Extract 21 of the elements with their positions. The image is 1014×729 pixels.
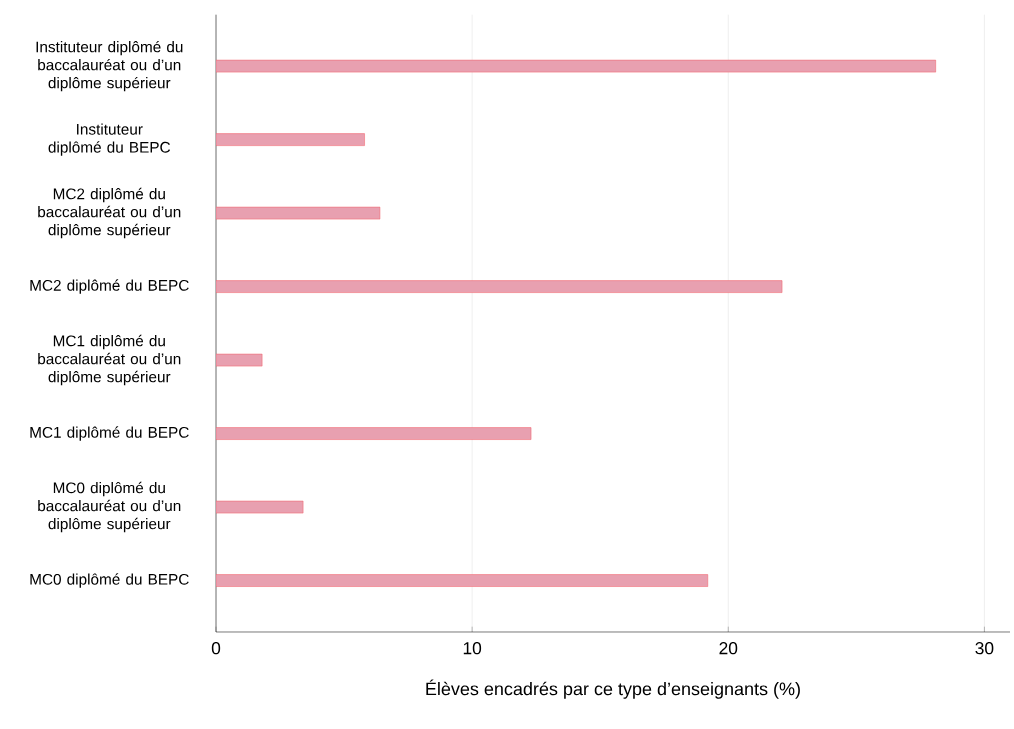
bar <box>216 574 709 587</box>
bar <box>216 133 365 146</box>
y-tick-label: MC1 diplômé du BEPC <box>30 426 189 441</box>
x-tick-label: 10 <box>463 642 482 655</box>
bar <box>216 427 532 440</box>
bar <box>216 280 783 293</box>
y-tick-label: MC1 diplômé du baccalauréat ou d’un diplôme supérieur <box>38 334 181 386</box>
bar <box>216 353 263 367</box>
x-tick-label: 20 <box>719 642 738 655</box>
x-tick-label: 30 <box>975 642 994 655</box>
bar <box>216 500 304 514</box>
y-tick-label: MC2 diplômé du BEPC <box>30 279 189 294</box>
bar <box>216 206 381 220</box>
y-tick-label: Instituteur diplômé du baccalauréat ou d’un diplôme supérieur <box>36 40 183 92</box>
bar <box>216 59 936 73</box>
y-tick-label: MC0 diplômé du BEPC <box>30 573 189 588</box>
y-tick-label: Instituteur diplômé du BEPC <box>48 123 171 156</box>
x-tick-label: 0 <box>211 642 221 655</box>
x-axis-title: Élèves encadrés par ce type d’enseignants (%) <box>426 679 800 699</box>
y-tick-label: MC0 diplômé du baccalauréat ou d’un diplôme supérieur <box>38 481 181 533</box>
y-tick-label: MC2 diplômé du baccalauréat ou d’un diplôme supérieur <box>38 187 181 239</box>
